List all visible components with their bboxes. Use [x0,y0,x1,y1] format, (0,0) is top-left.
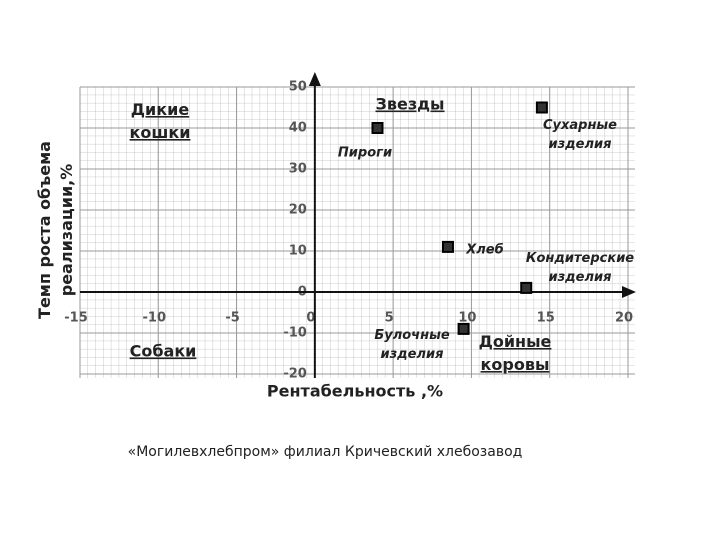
y-arrow [308,72,321,86]
y-tick-label: 50 [289,80,307,95]
x-tick-label: 10 [458,311,476,326]
y-tick-label: 30 [289,162,307,177]
x-tick-label: -5 [225,311,239,326]
caption: «Могилевхлебпром» филиал Кричевский хлеб… [128,444,523,460]
y-tick-label: 40 [289,121,307,136]
x-tick-label: 20 [615,311,633,326]
x-axis-label: Рентабельность ,% [267,382,443,401]
quadrant-label: Собаки [130,342,197,361]
y-tick-label: -20 [283,367,307,382]
x-tick-label: 0 [306,311,315,326]
quadrant-label: Дойные коровы [479,332,552,374]
x-tick-label: -10 [143,311,167,326]
point [441,240,454,253]
y-tick-label: 20 [289,203,307,218]
quadrant-label: Дикие кошки [130,100,191,142]
point-label: Кондитерские изделия [526,251,634,285]
point [371,122,384,134]
point [535,101,548,114]
x-tick-label: 15 [537,311,555,326]
x-arrow [622,286,636,298]
x-tick-label: -15 [64,311,88,326]
quadrant-label: Звезды [375,95,444,114]
point-label: Пироги [338,146,392,161]
point-label: Хлеб [465,243,503,258]
y-axis-label: Темп роста объема реализации,% [35,141,76,319]
point-label: Булочные изделия [374,328,449,362]
point [457,322,470,335]
y-tick-label: 10 [289,244,307,259]
x-tick-label: 5 [385,311,394,326]
point-label: Сухарные изделия [543,118,617,152]
point [520,281,533,294]
y-tick-label: -10 [283,326,307,341]
minor-grid [80,87,635,378]
